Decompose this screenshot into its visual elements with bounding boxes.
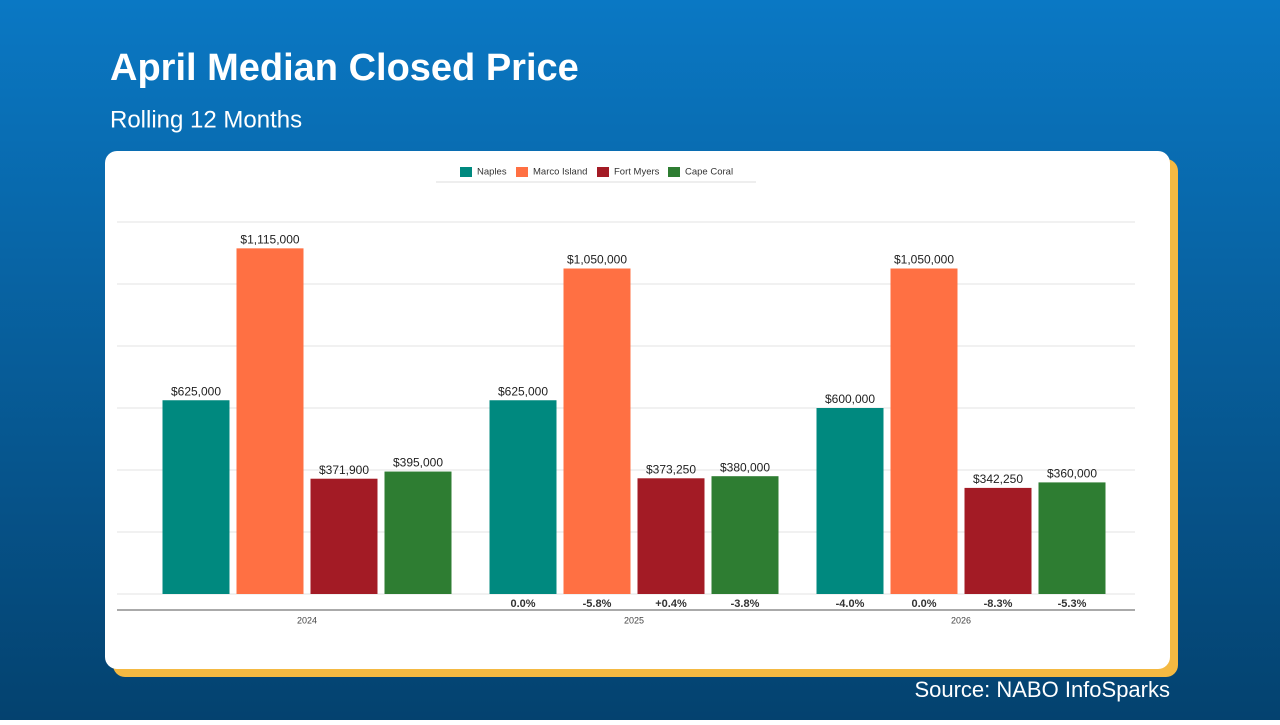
change-label: 0.0% <box>911 598 936 610</box>
bar <box>489 400 557 594</box>
change-label: +0.4% <box>655 598 687 610</box>
bar <box>563 268 631 594</box>
change-label: -8.3% <box>984 598 1013 610</box>
source: Source: NABO InfoSparks <box>914 677 1170 702</box>
legend-label: Naples <box>477 167 507 178</box>
bar <box>637 478 705 594</box>
value-label: $1,115,000 <box>240 233 299 247</box>
x-tick-label: 2026 <box>951 615 971 625</box>
legend-swatch <box>597 167 609 177</box>
x-tick-label: 2024 <box>297 615 317 625</box>
legend-swatch <box>516 167 528 177</box>
value-label: $600,000 <box>825 392 875 406</box>
bar <box>384 471 452 594</box>
legend-swatch <box>668 167 680 177</box>
subtitle: Rolling 12 Months <box>110 106 302 133</box>
bar <box>310 478 378 594</box>
bar <box>236 248 304 594</box>
value-label: $625,000 <box>171 384 221 398</box>
value-label: $1,050,000 <box>567 253 627 267</box>
value-label: $342,250 <box>973 472 1023 486</box>
change-label: -5.3% <box>1058 598 1087 610</box>
change-label: -3.8% <box>731 598 760 610</box>
bar <box>162 400 230 594</box>
value-label: $373,250 <box>646 462 696 476</box>
value-label: $360,000 <box>1047 467 1097 481</box>
bar <box>1038 482 1106 594</box>
value-label: $395,000 <box>393 456 443 470</box>
value-label: $1,050,000 <box>894 253 954 267</box>
legend-label: Fort Myers <box>614 167 660 178</box>
bar <box>816 408 884 594</box>
value-label: $380,000 <box>720 460 770 474</box>
x-tick-label: 2025 <box>624 615 644 625</box>
value-label: $371,900 <box>319 463 369 477</box>
bar <box>711 476 779 594</box>
change-label: -5.8% <box>583 598 612 610</box>
legend-swatch <box>460 167 472 177</box>
title: April Median Closed Price <box>110 47 579 89</box>
change-label: 0.0% <box>510 598 535 610</box>
change-label: -4.0% <box>836 598 865 610</box>
bar <box>890 268 958 594</box>
legend-label: Marco Island <box>533 167 587 178</box>
legend-label: Cape Coral <box>685 167 733 178</box>
value-label: $625,000 <box>498 384 548 398</box>
bar <box>964 487 1032 594</box>
